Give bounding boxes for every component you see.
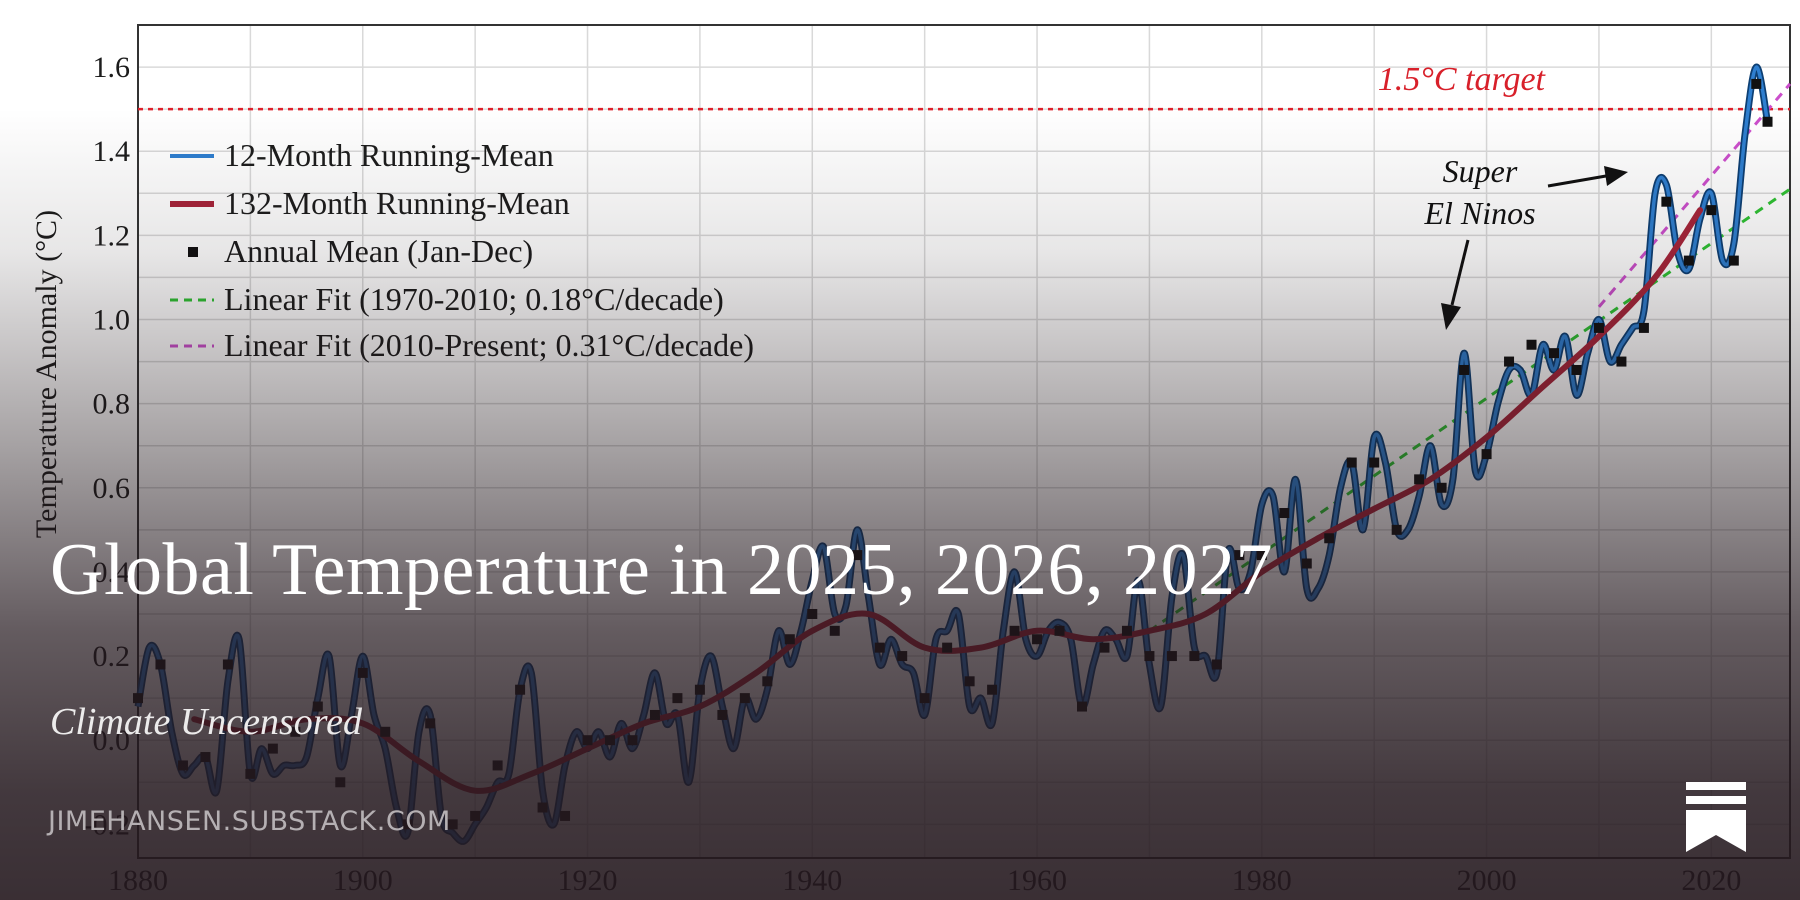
x-tick-label: 2000 — [1457, 864, 1517, 897]
annual-mean-point — [1683, 255, 1694, 266]
annual-mean-point — [1414, 474, 1425, 485]
annual-mean-point — [1459, 364, 1470, 375]
annual-mean-point — [177, 760, 188, 771]
annual-mean-point — [942, 642, 953, 653]
annual-mean-point — [1121, 625, 1132, 636]
annual-mean-point — [874, 642, 885, 653]
annual-mean-point — [672, 693, 683, 704]
publication-domain[interactable]: JIMEHANSEN.SUBSTACK.COM — [48, 806, 451, 837]
annual-mean-point — [784, 634, 795, 645]
annual-mean-point — [1549, 348, 1559, 359]
annual-mean-point — [1211, 659, 1222, 670]
annual-mean-point — [470, 810, 481, 821]
annual-mean-point — [1189, 651, 1200, 662]
legend-label: Annual Mean (Jan-Dec) — [224, 233, 533, 269]
x-tick-label: 1880 — [108, 864, 168, 897]
substack-bookmark-icon — [1686, 782, 1746, 852]
annual-mean-point — [1616, 356, 1627, 367]
annual-mean-point — [1077, 701, 1087, 712]
annual-mean-point — [717, 709, 728, 720]
y-tick-label: 1.4 — [93, 135, 131, 168]
annual-mean-point — [1728, 255, 1739, 266]
annual-mean-point — [1346, 457, 1357, 468]
annual-mean-point — [1481, 449, 1492, 460]
annual-mean-point — [1762, 116, 1773, 127]
annual-mean-point — [649, 709, 660, 720]
annual-mean-point — [1301, 558, 1312, 569]
annual-mean-point — [515, 684, 526, 695]
annual-mean-point — [694, 684, 705, 695]
annual-mean-point — [245, 768, 256, 779]
annual-mean-point — [357, 667, 368, 678]
annual-mean-point — [1571, 364, 1582, 375]
annual-mean-point — [1504, 356, 1515, 367]
annual-mean-point — [155, 659, 166, 670]
annual-mean-point — [582, 735, 593, 746]
annual-mean-point — [1279, 508, 1290, 519]
annual-mean-point — [1593, 322, 1604, 333]
annual-mean-point — [200, 752, 211, 763]
annual-mean-point — [627, 735, 638, 746]
legend-label: Linear Fit (1970-2010; 0.18°C/decade) — [224, 281, 724, 317]
legend-label: 12-Month Running-Mean — [224, 137, 554, 173]
annual-mean-point — [987, 684, 998, 695]
x-tick-label: 2020 — [1681, 864, 1741, 897]
annual-mean-point — [1526, 339, 1537, 350]
annual-mean-point — [739, 693, 750, 704]
annual-mean-point — [1638, 322, 1649, 333]
annual-mean-point — [537, 802, 548, 813]
legend-swatch — [188, 247, 198, 257]
post-title[interactable]: Global Temperature in 2025, 2026, 2027 — [50, 529, 1273, 611]
y-tick-label: 1.0 — [93, 303, 131, 336]
x-tick-label: 1980 — [1232, 864, 1292, 897]
annual-mean-point — [1436, 482, 1447, 493]
y-tick-label: 0.8 — [93, 388, 131, 421]
annual-mean-point — [919, 693, 930, 704]
annual-mean-point — [829, 625, 840, 636]
annual-mean-point — [1391, 524, 1402, 535]
annual-mean-point — [1054, 625, 1065, 636]
annual-mean-point — [1706, 205, 1717, 216]
annotation-el-ninos: El Ninos — [1423, 195, 1535, 231]
annual-mean-point — [1009, 625, 1020, 636]
y-tick-label: 1.2 — [93, 219, 131, 252]
legend-label: Linear Fit (2010-Present; 0.31°C/decade) — [224, 327, 754, 363]
x-tick-label: 1900 — [333, 864, 393, 897]
annual-mean-point — [1099, 642, 1110, 653]
annual-mean-point — [1144, 651, 1155, 662]
annual-mean-point — [964, 676, 975, 687]
annual-mean-point — [267, 743, 278, 754]
annual-mean-point — [1369, 457, 1380, 468]
annual-mean-point — [380, 726, 391, 737]
publication-name[interactable]: Climate Uncensored — [50, 701, 363, 743]
annotation-super: Super — [1443, 153, 1518, 189]
y-tick-label: 0.2 — [93, 640, 131, 673]
annual-mean-point — [1324, 533, 1335, 544]
annual-mean-point — [560, 810, 571, 821]
annual-mean-point — [1661, 196, 1672, 207]
annual-mean-point — [1032, 634, 1043, 645]
annual-mean-point — [762, 676, 773, 687]
annual-mean-point — [605, 735, 615, 746]
annual-mean-point — [425, 718, 436, 729]
annual-mean-point — [1751, 78, 1762, 89]
x-tick-label: 1920 — [558, 864, 618, 897]
x-tick-label: 1940 — [782, 864, 842, 897]
target-line-label: 1.5°C target — [1378, 61, 1547, 98]
annual-mean-point — [897, 651, 908, 662]
x-tick-label: 1960 — [1007, 864, 1067, 897]
annual-mean-point — [222, 659, 233, 670]
y-tick-label: 1.6 — [93, 51, 131, 84]
legend-label: 132-Month Running-Mean — [224, 185, 570, 221]
y-axis-title: Temperature Anomaly (°C) — [30, 210, 63, 538]
y-tick-label: 0.6 — [93, 472, 131, 505]
annual-mean-point — [1166, 651, 1177, 662]
annual-mean-point — [492, 760, 503, 771]
annual-mean-point — [335, 777, 346, 788]
